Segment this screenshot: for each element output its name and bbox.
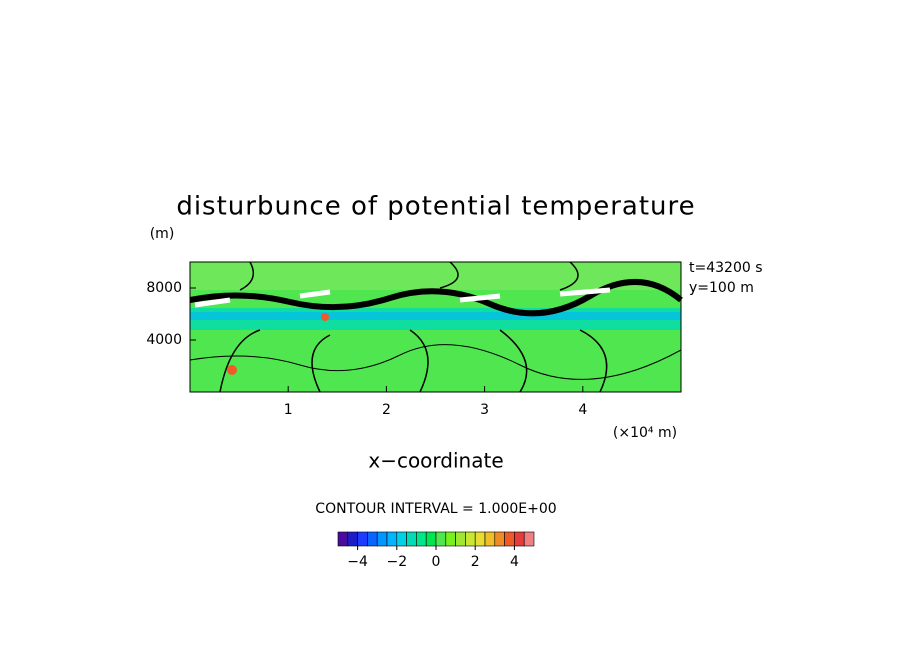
colorbar-swatch bbox=[484, 531, 496, 547]
colorbar-swatch bbox=[465, 531, 476, 547]
x-tick-label: 1 bbox=[284, 402, 293, 418]
x-tick-label: 4 bbox=[578, 402, 587, 418]
colorbar-swatch bbox=[386, 531, 398, 547]
colorbar-tick-label: 2 bbox=[471, 554, 480, 570]
colorbar-tick-label: 4 bbox=[510, 554, 519, 570]
colorbar-swatch bbox=[406, 531, 417, 547]
colorbar-swatch bbox=[455, 531, 466, 547]
colorbar-swatch bbox=[367, 531, 378, 547]
colorbar-tick-label: −2 bbox=[386, 554, 407, 570]
x-tick-label: 2 bbox=[382, 402, 391, 418]
contour-interval: CONTOUR INTERVAL = 1.000E+00 bbox=[315, 501, 556, 517]
x-axis-label: x−coordinate bbox=[368, 449, 503, 473]
annotation: t=43200 s bbox=[689, 260, 763, 276]
colorbar-tick-label: 0 bbox=[432, 554, 441, 570]
colorbar-swatch bbox=[396, 531, 407, 547]
colorbar-swatch bbox=[357, 531, 368, 547]
colorbar-swatch bbox=[337, 531, 349, 547]
field bbox=[189, 261, 683, 393]
plot-frame bbox=[189, 261, 682, 393]
chart-title: disturbunce of potential temperature bbox=[176, 192, 695, 222]
colorbar-swatch bbox=[514, 531, 525, 547]
colorbar-swatch bbox=[416, 531, 427, 547]
colorbar-swatch bbox=[523, 531, 535, 547]
colorbar-swatch bbox=[474, 531, 486, 547]
colorbar-swatch bbox=[347, 531, 358, 547]
y-tick-label: 4000 bbox=[146, 332, 182, 348]
colorbar-swatch bbox=[504, 531, 515, 547]
colorbar-swatch bbox=[376, 531, 388, 547]
y-tick-label: 8000 bbox=[146, 280, 182, 296]
colorbar-swatch bbox=[445, 531, 456, 547]
colorbar-tick-label: −4 bbox=[347, 554, 368, 570]
colorbar-swatch bbox=[494, 531, 505, 547]
y-unit-label: (m) bbox=[150, 226, 175, 242]
x-unit-label: (×10⁴ m) bbox=[613, 425, 677, 441]
x-tick-label: 3 bbox=[480, 402, 489, 418]
colorbar-swatch bbox=[425, 531, 437, 547]
annotation: y=100 m bbox=[689, 280, 754, 296]
colorbar-swatch bbox=[435, 531, 447, 547]
